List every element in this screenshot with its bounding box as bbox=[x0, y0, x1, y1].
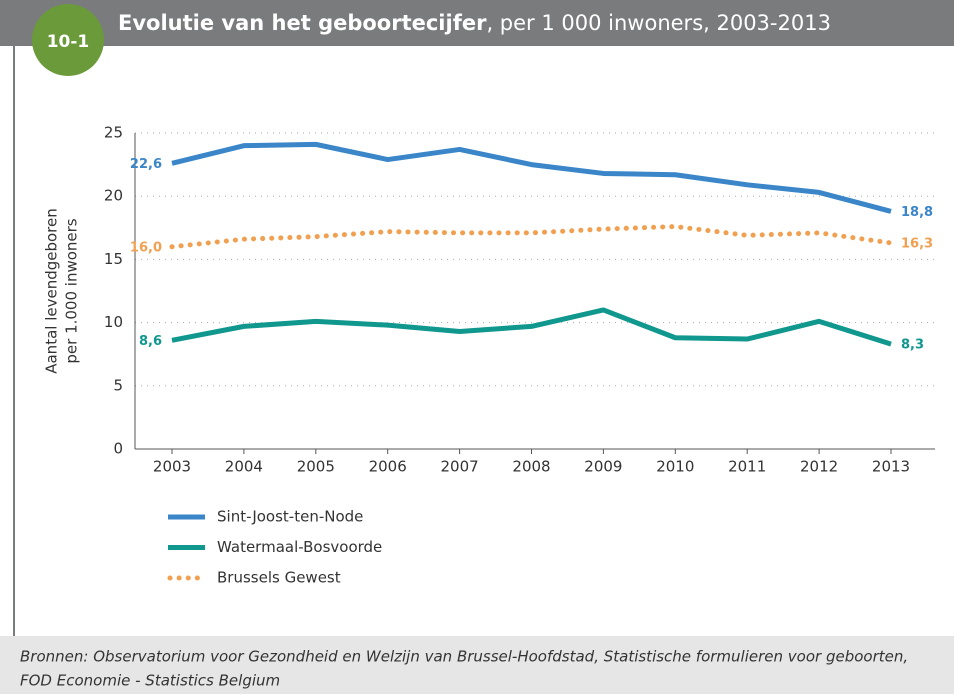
y-tick-label: 25 bbox=[104, 124, 123, 142]
x-tick-label: 2006 bbox=[369, 458, 407, 476]
y-label-line: Aantal levendgeboren bbox=[43, 208, 61, 374]
badge bbox=[32, 4, 104, 76]
source-line: Bronnen: Observatorium voor Gezondheid e… bbox=[20, 648, 908, 666]
y-tick-label: 10 bbox=[104, 313, 123, 331]
x-tick-label: 2011 bbox=[728, 458, 766, 476]
data-label: 16,0 bbox=[130, 240, 162, 255]
legend-label: Watermaal-Bosvoorde bbox=[217, 538, 382, 556]
series-line bbox=[171, 307, 892, 347]
x-tick-label: 2004 bbox=[225, 458, 263, 476]
y-tick-label: 15 bbox=[104, 250, 123, 268]
badge-label: 10-1 bbox=[47, 32, 90, 52]
data-label: 8,3 bbox=[901, 338, 924, 353]
series-line bbox=[171, 141, 892, 214]
series-line bbox=[169, 224, 894, 250]
y-tick-label: 0 bbox=[113, 440, 123, 458]
source-line: FOD Economie - Statistics Belgium bbox=[20, 672, 280, 690]
title: Evolutie van het geboortecijfer bbox=[118, 11, 487, 35]
x-tick-label: 2013 bbox=[872, 458, 910, 476]
x-tick-label: 2012 bbox=[800, 458, 838, 476]
data-label: 18,8 bbox=[901, 205, 933, 220]
x-tick-label: 2010 bbox=[656, 458, 694, 476]
data-label: 8,6 bbox=[139, 334, 162, 349]
legend-label: Brussels Gewest bbox=[217, 569, 341, 587]
y-tick-label: 5 bbox=[113, 376, 123, 394]
subtitle: , per 1 000 inwoners, 2003-2013 bbox=[486, 11, 831, 35]
x-tick-label: 2003 bbox=[153, 458, 191, 476]
y-tick-label: 20 bbox=[104, 187, 123, 205]
x-tick-label: 2007 bbox=[441, 458, 479, 476]
x-tick-label: 2009 bbox=[584, 458, 622, 476]
y-label-line: per 1.000 inwoners bbox=[63, 218, 81, 363]
x-tick-label: 2008 bbox=[512, 458, 550, 476]
data-label: 22,6 bbox=[130, 157, 162, 172]
chart-title: Evolutie van het geboortecijfer, per 1 0… bbox=[118, 11, 831, 35]
legend-label: Sint-Joost-ten-Node bbox=[217, 508, 363, 526]
source-box bbox=[0, 636, 954, 694]
header-bar bbox=[0, 0, 954, 46]
x-tick-label: 2005 bbox=[297, 458, 335, 476]
y-axis-label: Aantal levendgeboren per 1.000 inwoners bbox=[43, 208, 81, 374]
data-label: 16,3 bbox=[901, 236, 933, 251]
